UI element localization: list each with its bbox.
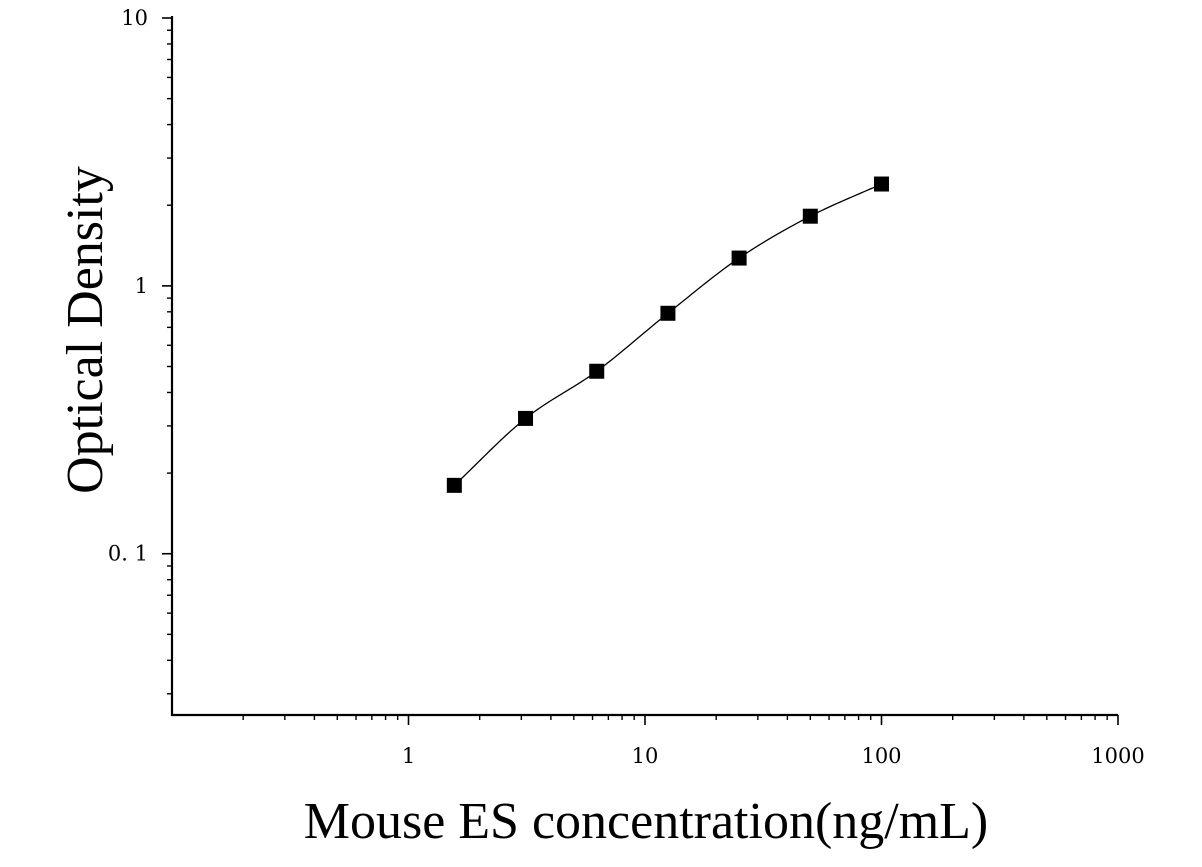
data-point <box>802 208 818 224</box>
x-tick-label: 10 <box>632 744 659 768</box>
data-points <box>446 176 889 493</box>
y-tick-label: 0. 1 <box>108 542 148 566</box>
y-tick-label: 10 <box>121 6 148 30</box>
fit-curve <box>453 183 882 486</box>
axes: 1 10 100 1000 0. 1 1 10 <box>108 6 1145 768</box>
x-tick-label: 1 <box>402 744 415 768</box>
y-axis-title: Optical Density <box>57 166 114 494</box>
x-tick-label: 1000 <box>1091 744 1144 768</box>
data-point <box>874 176 889 192</box>
data-point <box>589 363 605 379</box>
data-point <box>731 250 747 266</box>
x-tick-label: 100 <box>861 744 901 768</box>
data-point <box>660 305 676 321</box>
y-tick-label: 1 <box>135 274 148 298</box>
x-axis-title: Mouse ES concentration(ng/mL) <box>304 793 989 850</box>
data-point <box>518 410 534 426</box>
data-point <box>446 477 462 493</box>
